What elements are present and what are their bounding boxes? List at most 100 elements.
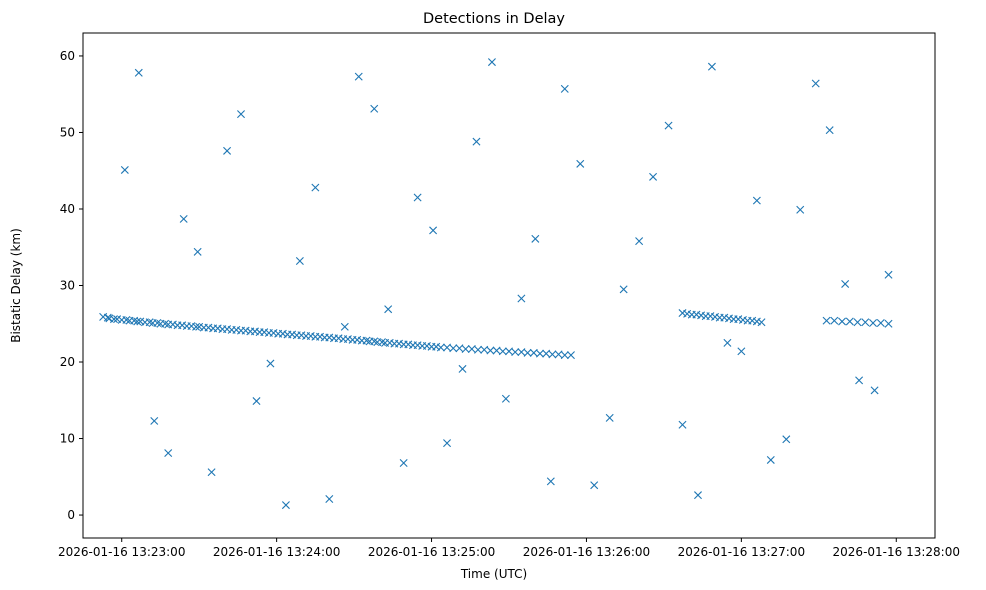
clutter-point <box>635 237 644 246</box>
y-tick-label-2: 20 <box>60 355 75 369</box>
clutter-point <box>325 494 334 503</box>
clutter-point <box>281 501 290 510</box>
clutter-point <box>399 459 408 468</box>
y-axis-label: Bistatic Delay (km) <box>9 228 23 343</box>
track-1-point <box>461 345 470 353</box>
clutter-point <box>458 364 467 373</box>
track-1-point <box>523 348 532 357</box>
track-1-point <box>109 315 118 324</box>
track-2-point <box>757 318 766 327</box>
clutter-point <box>354 72 363 81</box>
track-3-point <box>838 317 847 326</box>
track-1-point <box>153 319 162 327</box>
clutter-point <box>295 257 304 266</box>
chart-title: Detections in Delay <box>423 11 565 27</box>
track-3-point <box>861 318 870 327</box>
clutter-point <box>678 420 687 429</box>
clutter-point <box>694 491 702 500</box>
clutter-point <box>164 449 173 458</box>
clutter-point <box>207 468 216 477</box>
clutter-point <box>193 247 202 256</box>
track-1-point <box>498 347 507 356</box>
track-3-point <box>876 319 885 327</box>
y-tick-label-1: 10 <box>60 432 75 446</box>
track-1-point <box>449 344 458 353</box>
clutter-point <box>384 305 393 314</box>
clutter-point <box>487 58 496 67</box>
track-1-point <box>103 313 112 322</box>
track-1-point <box>362 336 371 345</box>
clutter-point <box>884 270 893 279</box>
x-axis-label: Time (UTC) <box>460 567 527 581</box>
clutter-point <box>370 104 379 113</box>
x-tick-label-0: 2026-01-16 13:23:00 <box>58 545 185 559</box>
track-1-point <box>145 318 154 327</box>
track-1-point <box>161 319 170 328</box>
clutter-point <box>649 172 658 181</box>
track-1-point <box>370 337 379 346</box>
y-tick-label-4: 40 <box>60 202 75 216</box>
clutter-point <box>811 79 820 88</box>
clutter-point <box>723 338 732 347</box>
clutter-point <box>605 413 614 422</box>
track-1-point <box>535 349 544 358</box>
track-1-point <box>560 351 569 360</box>
track-1-point <box>474 345 483 354</box>
track-1-point <box>122 315 131 324</box>
clutter-point <box>546 477 555 486</box>
clutter-point <box>752 196 761 205</box>
y-axis: 0 10 20 30 40 50 60 <box>60 49 83 522</box>
x-tick-label-2: 2026-01-16 13:25:00 <box>368 545 495 559</box>
clutter-point <box>782 435 791 444</box>
clutter-point <box>501 394 510 403</box>
clutter-point <box>737 347 746 356</box>
track-1-point <box>548 350 557 359</box>
track-3-point <box>845 317 854 326</box>
x-tick-label-1: 2026-01-16 13:24:00 <box>213 545 340 559</box>
clutter-point <box>560 84 569 93</box>
clutter-point <box>870 386 879 395</box>
y-tick-label-0: 0 <box>67 508 75 522</box>
track-1-point <box>566 351 575 360</box>
track-1-point <box>133 317 142 326</box>
track-3-point <box>869 319 878 327</box>
clutter-point <box>855 376 864 385</box>
clutter-point <box>841 279 850 288</box>
y-tick-label-3: 30 <box>60 279 75 293</box>
clutter-point <box>266 359 275 368</box>
x-tick-label-4: 2026-01-16 13:27:00 <box>678 545 805 559</box>
clutter-point <box>576 159 585 168</box>
clutter-point <box>825 126 834 135</box>
track-3-point <box>830 316 839 325</box>
clutter-point <box>707 62 716 71</box>
clutter-point <box>237 110 245 119</box>
clutter-point <box>311 183 320 192</box>
clutter-point <box>429 226 438 235</box>
clutter-point <box>340 322 349 331</box>
track-1-point <box>192 322 201 331</box>
clutter-point <box>619 285 628 294</box>
track-3-point <box>853 318 862 327</box>
clutter-point <box>531 234 540 243</box>
data-points <box>99 58 893 510</box>
clutter-point <box>664 121 673 130</box>
clutter-point <box>766 455 775 464</box>
y-tick-label-5: 50 <box>60 125 75 139</box>
clutter-point <box>252 397 261 406</box>
clutter-point <box>590 481 599 490</box>
clutter-point <box>150 416 159 425</box>
x-tick-label-5: 2026-01-16 13:28:00 <box>833 545 960 559</box>
track-1-point <box>377 338 386 347</box>
clutter-point <box>472 137 481 146</box>
clutter-point <box>443 439 452 448</box>
y-tick-label-6: 60 <box>60 49 75 63</box>
track-1-point <box>486 346 495 355</box>
track-3-point <box>822 316 831 325</box>
track-1-point <box>436 343 445 352</box>
track-3-point <box>884 319 893 328</box>
clutter-point <box>179 214 188 223</box>
clutter-point <box>517 294 526 303</box>
track-1-point <box>511 348 520 357</box>
